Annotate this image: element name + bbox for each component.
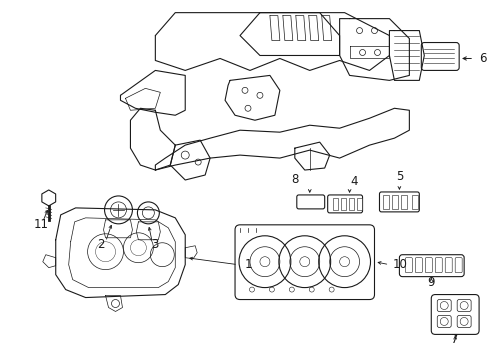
Text: 2: 2	[97, 238, 104, 251]
FancyBboxPatch shape	[327, 195, 362, 213]
Text: 7: 7	[450, 333, 458, 346]
Bar	[401, 195, 407, 209]
FancyBboxPatch shape	[425, 258, 431, 273]
FancyBboxPatch shape	[430, 294, 478, 334]
FancyBboxPatch shape	[436, 300, 450, 311]
FancyBboxPatch shape	[421, 42, 458, 71]
Text: 4: 4	[350, 175, 358, 188]
Bar	[348, 198, 353, 210]
Bar	[392, 195, 398, 209]
FancyBboxPatch shape	[434, 258, 441, 273]
FancyBboxPatch shape	[436, 315, 450, 328]
Text: 5: 5	[395, 170, 402, 183]
Bar	[340, 198, 345, 210]
Text: 11: 11	[33, 218, 48, 231]
Text: 6: 6	[478, 52, 486, 65]
FancyBboxPatch shape	[235, 225, 374, 300]
FancyBboxPatch shape	[296, 195, 324, 209]
Text: 8: 8	[290, 173, 298, 186]
Text: 9: 9	[427, 276, 434, 289]
FancyBboxPatch shape	[405, 258, 411, 273]
Text: 3: 3	[151, 238, 159, 251]
Bar	[332, 198, 337, 210]
FancyBboxPatch shape	[414, 258, 422, 273]
FancyBboxPatch shape	[379, 192, 419, 212]
Text: 10: 10	[392, 258, 407, 271]
FancyBboxPatch shape	[456, 300, 470, 311]
FancyBboxPatch shape	[456, 315, 470, 328]
FancyBboxPatch shape	[399, 255, 463, 276]
Bar	[383, 195, 388, 209]
FancyBboxPatch shape	[454, 258, 461, 273]
Text: 1: 1	[244, 258, 251, 271]
Bar	[356, 198, 361, 210]
Bar	[411, 195, 417, 209]
FancyBboxPatch shape	[444, 258, 451, 273]
